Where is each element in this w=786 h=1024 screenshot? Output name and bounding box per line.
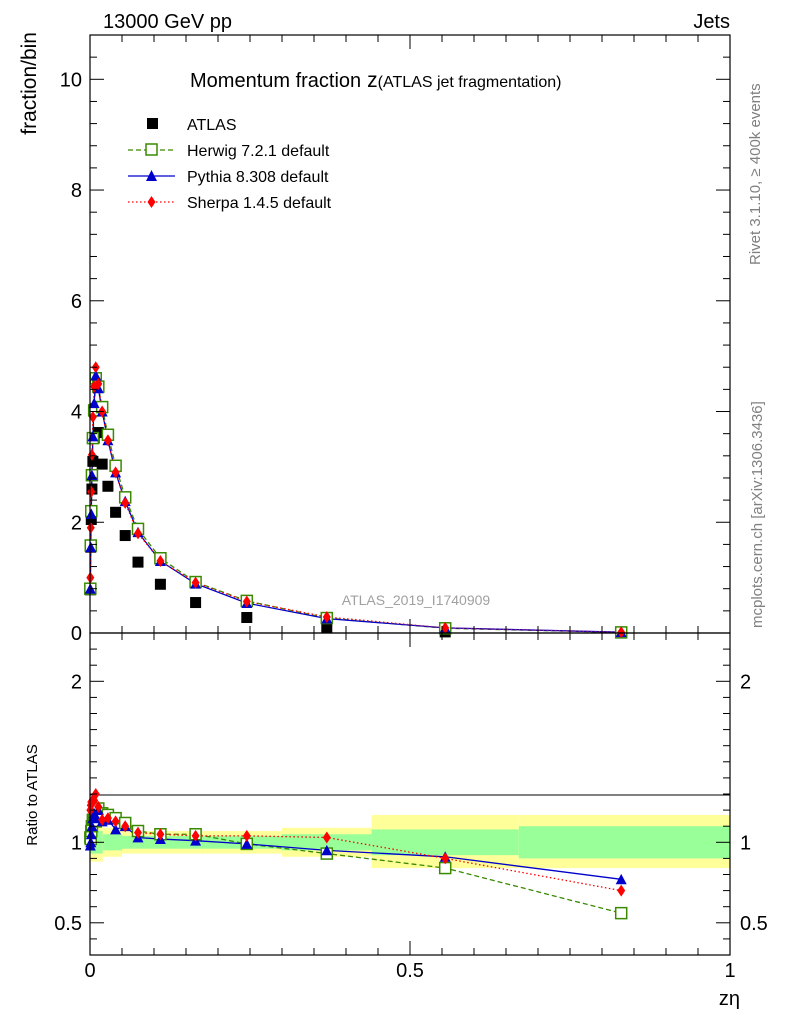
ratio-y-tick-label-right: 1: [740, 832, 751, 854]
main-point-pythia: [85, 541, 97, 553]
ratio-point-sherpa: [121, 820, 130, 833]
x-tick-label: 0: [84, 960, 95, 982]
ratio-y-axis-label: Ratio to ATLAS: [24, 744, 41, 845]
main-point-atlas: [241, 611, 253, 623]
legend-herwig-marker: [145, 143, 158, 156]
uncertainty-band-inner: [371, 829, 519, 856]
main-y-tick-label: 8: [71, 180, 82, 202]
x-axis-label: zη: [719, 988, 740, 1010]
main-point-pythia: [90, 370, 102, 381]
x-tick-label: 0.5: [396, 960, 424, 982]
header-left: 13000 GeV pp: [103, 11, 232, 33]
ratio-y-tick-label: 1: [71, 832, 82, 854]
main-y-tick-label: 2: [71, 512, 82, 534]
main-y-axis-label: fraction/bin: [18, 32, 41, 135]
ratio-point-pythia: [241, 838, 253, 849]
main-point-sherpa: [156, 555, 165, 568]
main-point-sherpa: [86, 521, 95, 534]
main-point-sherpa: [111, 466, 120, 479]
legend-herwig: Herwig 7.2.1 default: [187, 143, 330, 160]
ratio-point-sherpa: [111, 815, 120, 828]
main-point-sherpa: [134, 527, 142, 540]
ratio-point-sherpa: [441, 852, 450, 865]
ratio-frame: [89, 632, 731, 956]
chart-title-text: Momentum fraction: [190, 70, 361, 92]
legend-pythia-marker: [146, 170, 157, 181]
ratio-point-pythia: [90, 812, 102, 824]
ratio-point-sherpa: [156, 828, 165, 841]
mcplots-label: mcplots.cern.ch [arXiv:1306.3436]: [749, 401, 766, 628]
main-point-atlas: [87, 455, 99, 467]
main-point-sherpa: [94, 377, 103, 390]
ratio-panel: 0.5 0.51 12 2 0 0.5 1 Ratio to ATLAS zη: [24, 632, 768, 1010]
rivet-label: Rivet 3.1.10, ≥ 400k events: [747, 83, 764, 265]
chart-title-var: z: [367, 69, 378, 92]
ratio-point-sherpa: [322, 831, 331, 844]
main-y-tick-label: 4: [71, 402, 82, 424]
legend: ATLAS Herwig 7.2.1 default Pythia 8.308 …: [128, 117, 332, 212]
ratio-y-tick-label-right: 2: [740, 671, 751, 693]
ratio-y-ticks: 0.5 0.5 1 1 2 2: [54, 648, 768, 940]
main-y-tick-label: 0: [71, 623, 82, 645]
ratio-y-tick-label-right: 0.5: [740, 913, 768, 935]
ratio-point-pythia: [321, 844, 333, 856]
main-point-sherpa: [617, 626, 626, 639]
main-point-atlas: [321, 621, 333, 633]
main-point-atlas: [110, 506, 122, 518]
main-point-atlas: [85, 513, 97, 525]
main-point-pythia: [88, 397, 100, 409]
main-y-tick-label: 6: [71, 291, 82, 313]
legend-sherpa-marker: [147, 196, 156, 208]
ratio-point-pythia: [85, 828, 97, 840]
ratio-point-herwig: [614, 906, 628, 920]
main-point-atlas: [96, 458, 108, 470]
legend-sherpa: Sherpa 1.4.5 default: [187, 195, 332, 212]
chart-title-sub: (ATLAS jet fragmentation): [378, 74, 562, 91]
ratio-bands: [90, 814, 730, 869]
main-y-tick-label: 10: [60, 69, 82, 91]
main-frame: [89, 34, 731, 634]
ratio-point-sherpa: [617, 884, 626, 897]
main-x-ticks: [89, 35, 731, 633]
main-point-sherpa: [103, 434, 112, 447]
ratio-point-sherpa: [242, 829, 251, 842]
watermark: ATLAS_2019_I1740909: [342, 592, 491, 608]
ratio-point-pythia: [615, 873, 627, 885]
main-point-sherpa: [242, 595, 251, 608]
legend-atlas: ATLAS: [187, 117, 237, 134]
main-panel: 0 2 4 6 8 10 fraction/bin Momentum fraction z(…: [18, 32, 731, 645]
main-point-sherpa: [121, 496, 130, 509]
x-tick-label: 1: [724, 960, 735, 982]
main-point-pythia: [85, 508, 97, 519]
main-point-sherpa: [191, 576, 200, 589]
main-point-atlas: [119, 530, 131, 542]
ratio-x-ticks: 0 0.5 1: [84, 633, 736, 982]
main-point-sherpa: [322, 610, 331, 623]
main-markers: [84, 361, 628, 639]
main-point-sherpa: [441, 621, 450, 634]
main-point-atlas: [102, 480, 114, 492]
main-point-sherpa: [87, 485, 96, 498]
chart-title: Momentum fraction z(ATLAS jet fragmentati…: [190, 69, 561, 92]
legend-atlas-marker: [147, 118, 158, 129]
ratio-point-sherpa: [98, 813, 107, 826]
uncertainty-band-inner: [102, 834, 122, 851]
main-point-atlas: [154, 578, 166, 590]
legend-pythia: Pythia 8.308 default: [187, 169, 329, 186]
uncertainty-band-inner: [518, 826, 730, 859]
ratio-y-tick-label: 0.5: [54, 913, 82, 935]
ratio-point-sherpa: [103, 812, 112, 825]
main-y-ticks: 0 2 4 6 8 10: [60, 34, 730, 645]
main-point-sherpa: [88, 411, 97, 424]
ratio-point-pythia: [110, 823, 122, 835]
ratio-point-sherpa: [191, 829, 200, 842]
main-point-atlas: [190, 597, 202, 609]
ratio-y-tick-label: 2: [71, 671, 82, 693]
main-point-atlas: [132, 556, 144, 568]
ratio-point-sherpa: [134, 826, 142, 839]
header-right: Jets: [693, 11, 730, 33]
